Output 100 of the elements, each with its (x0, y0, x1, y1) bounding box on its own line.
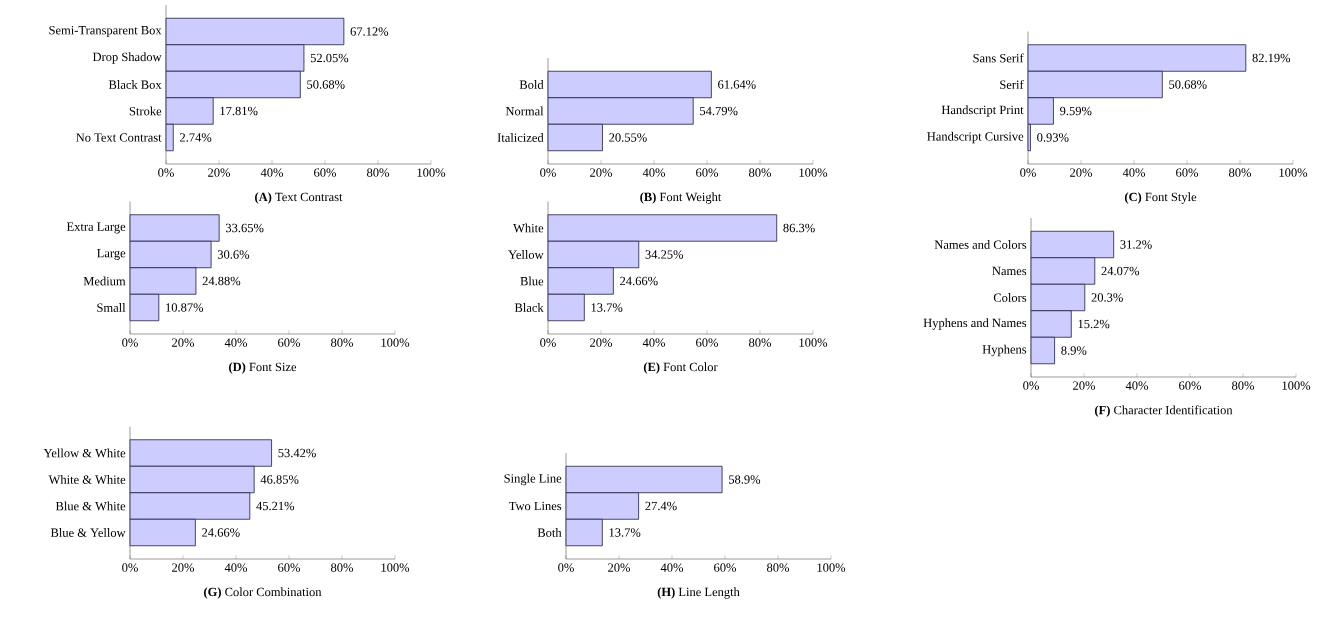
data-label: 86.3% (783, 223, 815, 233)
x-tick-label: 20% (1073, 381, 1096, 390)
data-label: 53.42% (278, 448, 316, 458)
x-tick-label: 100% (381, 563, 410, 572)
data-label: 82.19% (1252, 53, 1291, 63)
text: (H) Line Length (657, 587, 740, 599)
x-tick-label: 80% (767, 563, 790, 572)
x-tick-label: 80% (367, 168, 390, 177)
data-label: 24.07% (1101, 266, 1140, 276)
data-label: 50.68% (307, 80, 345, 89)
y-tick-label: Names (992, 266, 1027, 276)
y-tick-label: Stroke (129, 106, 162, 116)
x-tick-label: 20% (208, 168, 231, 177)
x-tick-label: 100% (799, 338, 828, 347)
x-tick-label: 60% (714, 563, 737, 572)
data-label: 45.21% (256, 501, 295, 511)
data-label: 2.74% (180, 133, 212, 142)
x-tick-label: 100% (817, 563, 846, 572)
x-tick-label: 0% (540, 168, 556, 177)
y-tick-label: Drop Shadow (92, 52, 162, 64)
x-tick-label: 60% (1176, 168, 1199, 177)
y-tick-label: Blue (520, 276, 544, 286)
x-tick-label: 20% (590, 338, 613, 347)
y-tick-label: Semi-Transparent Box (49, 26, 162, 37)
y-tick-label: Hyphens and Names (923, 318, 1027, 330)
data-label: 34.25% (645, 250, 684, 259)
data-label: 24.66% (202, 528, 240, 537)
x-tick-label: 60% (696, 168, 719, 177)
x-tick-label: 60% (278, 338, 301, 347)
data-label: 30.6% (217, 250, 250, 259)
x-tick-label: 0% (122, 338, 138, 347)
data-label: 52.05% (310, 53, 349, 63)
x-tick-label: 80% (331, 338, 354, 347)
y-tick-label: Serif (1000, 80, 1024, 89)
y-tick-label: Names and Colors (934, 240, 1027, 249)
x-tick-label: 20% (172, 563, 195, 572)
y-tick-label: Handscript Cursive (927, 131, 1024, 144)
y-tick-label: Yellow (508, 250, 544, 259)
x-tick-label: 40% (660, 563, 684, 572)
y-tick-label: Large (97, 249, 126, 260)
x-tick-label: 40% (642, 338, 666, 347)
text: (C) Font Style (1124, 192, 1197, 204)
x-tick-label: 20% (172, 338, 195, 347)
y-tick-label: Black Box (108, 80, 162, 89)
text: (G) Color Combination (204, 587, 322, 599)
data-label: 58.9% (729, 475, 761, 484)
data-label: 27.4% (645, 501, 677, 511)
x-tick-label: 40% (224, 338, 248, 347)
x-tick-label: 40% (642, 168, 666, 177)
x-tick-label: 60% (1179, 381, 1202, 390)
data-label: 61.64% (718, 80, 756, 89)
text: (E) Font Color (643, 362, 718, 374)
x-tick-label: 60% (696, 338, 719, 347)
data-label: 15.2% (1078, 319, 1110, 329)
y-tick-label: Both (537, 528, 562, 537)
y-tick-label: Single Line (504, 473, 562, 486)
text: (A) Text Contrast (255, 192, 343, 204)
y-tick-label: Sans Serif (973, 53, 1024, 63)
data-label: 9.59% (1060, 106, 1092, 116)
y-tick-label: Medium (83, 276, 126, 286)
x-tick-label: 100% (381, 338, 410, 347)
x-tick-label: 80% (749, 168, 772, 177)
x-tick-label: 80% (1229, 168, 1252, 177)
data-label: 8.9% (1061, 346, 1087, 355)
data-label: 20.55% (609, 133, 647, 142)
x-tick-label: 100% (799, 168, 828, 177)
y-tick-label: Blue & Yellow (50, 528, 126, 537)
data-label: 54.79% (700, 106, 738, 116)
x-tick-label: 80% (1232, 381, 1255, 390)
data-label: 46.85% (260, 475, 299, 484)
x-tick-label: 0% (558, 563, 574, 572)
x-tick-label: 0% (1020, 168, 1036, 177)
y-tick-label: Colors (993, 293, 1027, 302)
data-label: 50.68% (1169, 80, 1207, 89)
data-label: 0.93% (1037, 133, 1069, 142)
data-label: 17.81% (220, 106, 258, 116)
y-tick-label: Black (514, 303, 544, 312)
text: (B) Font Weight (640, 192, 722, 204)
data-label: 67.12% (350, 27, 389, 36)
y-tick-label: White & White (48, 475, 126, 484)
data-label: 20.3% (1091, 293, 1123, 302)
x-tick-label: 20% (608, 563, 631, 572)
y-tick-label: Normal (505, 106, 544, 116)
data-label: 10.87% (166, 303, 204, 312)
y-tick-label: Extra Large (66, 222, 126, 234)
y-tick-label: Two Lines (508, 501, 562, 511)
y-tick-label: Yellow & White (43, 448, 126, 458)
x-tick-label: 100% (1279, 168, 1308, 177)
data-label: 33.65% (225, 223, 264, 233)
data-label: 24.88% (202, 276, 241, 286)
x-tick-label: 40% (260, 168, 284, 177)
data-label: 31.2% (1120, 240, 1152, 249)
x-tick-label: 0% (1023, 381, 1039, 390)
y-tick-label: No Text Contrast (76, 133, 162, 142)
data-label: 13.7% (591, 303, 623, 312)
x-tick-label: 100% (417, 168, 446, 177)
text: (F) Character Identification (1095, 405, 1233, 417)
x-tick-label: 0% (158, 168, 174, 177)
x-tick-label: 40% (1122, 168, 1146, 177)
x-tick-label: 40% (224, 563, 248, 572)
